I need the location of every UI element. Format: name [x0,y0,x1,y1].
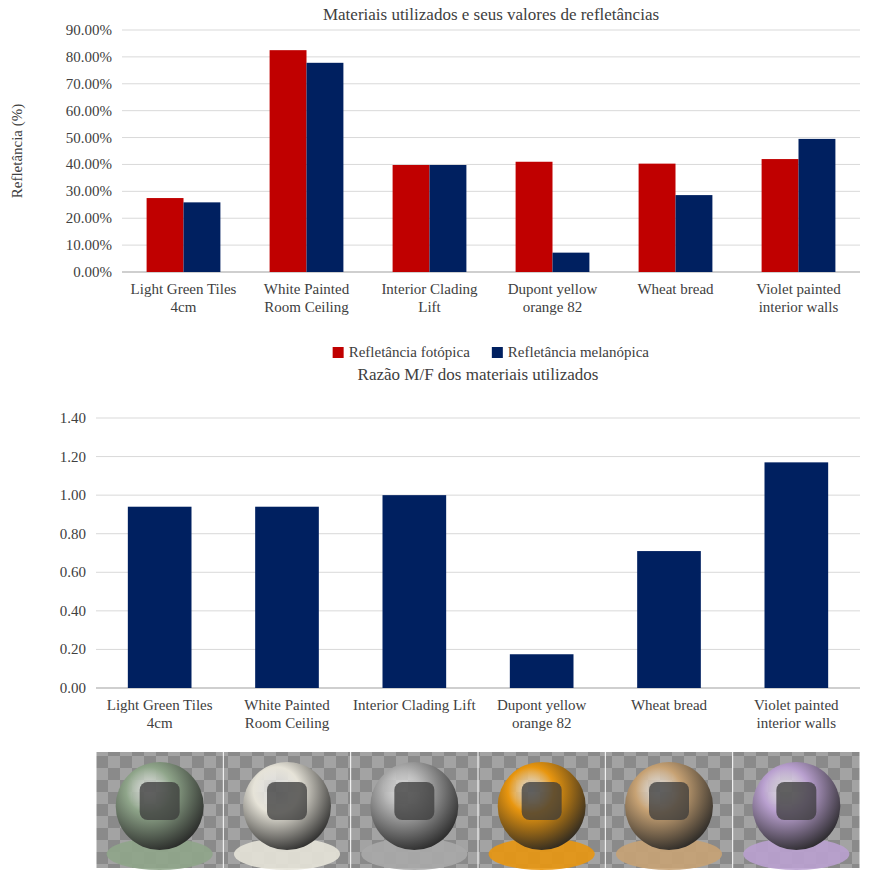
x-tick-label: White PaintedRoom Ceiling [244,697,330,731]
y-tick-label: 50.00% [66,130,112,146]
legend: Refletância fotópica Refletância melanópi… [333,344,650,360]
bar [128,507,192,688]
y-tick-label: 0.20 [60,641,86,657]
x-tick-label: Interior CladingLift [381,281,478,315]
chart: Razão M/F dos materiais utilizados 0.00 0.… [60,365,860,731]
y-tick-label: 70.00% [66,76,112,92]
y-tick-label: 0.00% [73,264,112,280]
material-render [733,752,859,870]
grid-line [122,56,860,57]
y-tick-label: 60.00% [66,103,112,119]
x-tick-label: Light Green Tiles4cm [131,281,237,315]
bar [255,507,319,688]
y-tick-label: 80.00% [66,49,112,65]
y-tick-label: 20.00% [66,210,112,226]
x-axis-line [122,272,860,273]
grid-line [96,456,860,457]
chart-title: Razão M/F dos materiais utilizados [358,365,599,384]
material-render [351,752,477,870]
grid-line [96,688,860,689]
x-tick-label: White PaintedRoom Ceiling [264,281,350,315]
y-axis-title: Refletância (%) [9,104,26,199]
grid-line [96,610,860,611]
x-tick-label: Interior Clading Lift [353,697,476,713]
bar [147,198,184,272]
grid-line [122,164,860,165]
bar [516,162,553,272]
legend-swatch [492,347,503,358]
x-tick-label: Violet paintedinterior walls [754,697,839,731]
y-tick-label: 1.20 [60,449,86,465]
y-tick-label: 10.00% [66,237,112,253]
bar [762,159,799,272]
y-tick-label: 40.00% [66,156,112,172]
grid-line [122,30,860,31]
x-tick-label: Violet paintedinterior walls [756,281,841,315]
grid-line [122,83,860,84]
chart-title: Materiais utilizados e seus valores de r… [323,5,659,24]
bars [147,50,836,272]
bar [383,495,447,688]
chart: Materiais utilizados e seus valores de r… [9,5,860,360]
legend-label: Refletância melanópica [508,344,650,360]
grid-line [96,649,860,650]
bar [676,195,713,272]
y-tick-label: 30.00% [66,183,112,199]
bar [553,253,590,272]
material-render [606,752,732,870]
material-render [224,752,350,870]
bar [799,139,836,272]
bar [430,165,467,272]
bar [637,551,701,688]
bar [639,164,676,272]
bar [393,165,430,272]
grid-line [96,495,860,496]
material-render [97,752,223,870]
x-tick-label: Light Green Tiles4cm [107,697,213,731]
y-tick-label: 0.80 [60,526,86,542]
page: Materiais utilizados e seus valores de r… [0,0,869,872]
bars [128,462,828,688]
legend-swatch [333,347,344,358]
grid-line [122,137,860,138]
grid-line [96,533,860,534]
y-tick-label: 1.00 [60,487,86,503]
grid-line [122,110,860,111]
bar [270,50,307,272]
x-tick-label: Dupont yelloworange 82 [497,697,587,731]
y-tick-label: 0.00 [60,680,86,696]
bar [765,462,829,688]
y-tick-label: 0.60 [60,564,86,580]
grid-line [122,272,860,273]
x-tick-label: Wheat bread [631,697,708,713]
y-tick-label: 1.40 [60,410,86,426]
grid-line [96,418,860,419]
bar [184,202,221,272]
material-render [479,752,605,870]
grid-line [122,191,860,192]
y-tick-label: 0.40 [60,603,86,619]
x-axis-line [96,688,860,689]
x-tick-label: Dupont yelloworange 82 [508,281,598,315]
grid-line [96,572,860,573]
bar [510,654,574,688]
x-tick-label: Wheat bread [637,281,714,297]
bar [307,63,344,272]
y-tick-label: 90.00% [66,22,112,38]
grid-line [122,245,860,246]
grid-line [122,218,860,219]
material-renders [97,752,860,870]
legend-label: Refletância fotópica [349,344,471,360]
